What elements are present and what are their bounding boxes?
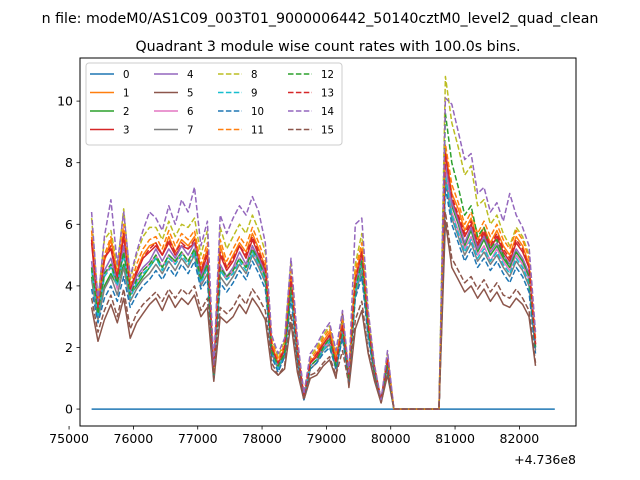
figure-suptitle: n file: modeM0/AS1C09_003T01_9000006442_… [42, 11, 599, 27]
y-tick-label: 6 [65, 217, 73, 232]
legend-label-12: 12 [321, 70, 334, 81]
legend-label-14: 14 [321, 107, 334, 118]
legend-label-7: 7 [187, 126, 193, 137]
series-line-13 [90, 152, 537, 410]
x-offset-label: +4.736e8 [514, 452, 576, 467]
series-line-11 [90, 143, 537, 410]
legend-label-13: 13 [321, 89, 334, 100]
series-line-9 [90, 174, 537, 410]
legend-label-1: 1 [123, 89, 129, 100]
x-tick-label: 80000 [371, 431, 411, 446]
y-tick-label: 4 [65, 278, 73, 293]
legend-label-0: 0 [123, 70, 129, 81]
series-line-5 [90, 220, 537, 410]
legend-label-8: 8 [251, 70, 257, 81]
legend-label-10: 10 [251, 107, 264, 118]
y-tick-label: 0 [65, 402, 73, 417]
axes-title: Quadrant 3 module wise count rates with … [135, 39, 520, 55]
x-tick-label: 79000 [307, 431, 347, 446]
legend-label-9: 9 [251, 89, 257, 100]
y-tick-label: 10 [57, 94, 73, 109]
series-line-8 [90, 75, 537, 410]
series-line-7 [90, 177, 537, 410]
legend-label-3: 3 [123, 126, 129, 137]
legend-label-6: 6 [187, 107, 193, 118]
y-axis: 0 2 4 6 8 10 [57, 94, 80, 417]
x-tick-label: 76000 [114, 431, 154, 446]
y-tick-label: 8 [65, 155, 73, 170]
legend-label-2: 2 [123, 107, 129, 118]
x-tick-label: 75000 [49, 431, 89, 446]
x-tick-label: 82000 [500, 431, 540, 446]
x-axis: 75000 76000 77000 78000 79000 80000 81000 82000 [49, 426, 539, 446]
series-line-10 [90, 186, 537, 410]
legend-label-4: 4 [187, 70, 193, 81]
x-tick-label: 81000 [435, 431, 475, 446]
legend-label-11: 11 [251, 126, 264, 137]
series-line-14 [90, 97, 537, 410]
x-tick-label: 77000 [178, 431, 218, 446]
series-line-15 [90, 211, 537, 410]
plot-area: 75000 76000 77000 78000 79000 80000 81000 82000… [49, 57, 577, 467]
legend-label-15: 15 [321, 126, 334, 137]
legend-frame [85, 62, 343, 146]
series-layer [90, 75, 555, 410]
axes-frame [79, 57, 577, 427]
x-tick-label: 78000 [242, 431, 282, 446]
series-line-12 [90, 112, 537, 410]
legend-label-5: 5 [187, 89, 193, 100]
y-tick-label: 2 [65, 340, 73, 355]
